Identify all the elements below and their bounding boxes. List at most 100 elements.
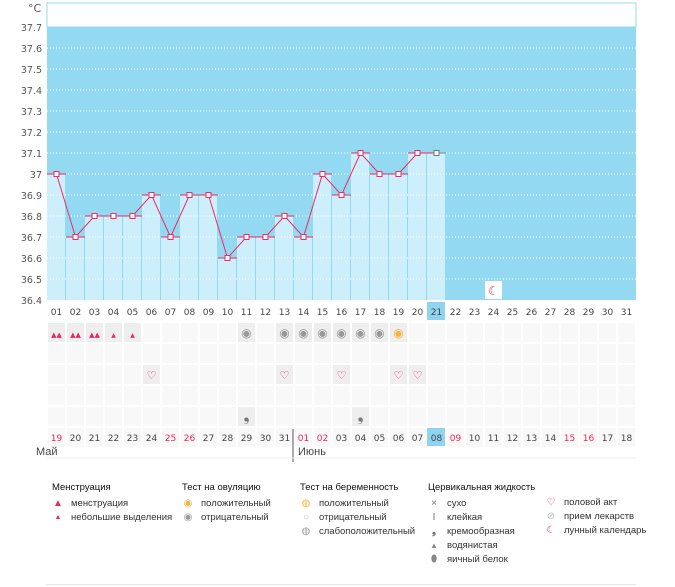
- grid-cell: [409, 407, 426, 426]
- grid-cell: [200, 344, 217, 363]
- date-label: 12: [507, 434, 518, 444]
- temperature-bar: [199, 195, 217, 300]
- grid-cell: [409, 344, 426, 363]
- grid-cell: [257, 407, 274, 426]
- marked-cell: [390, 365, 407, 384]
- grid-cell: [580, 386, 597, 405]
- date-label: 16: [583, 434, 595, 444]
- date-label: 23: [127, 434, 138, 444]
- grid-cell: [618, 407, 635, 426]
- grid-cell: [219, 407, 236, 426]
- y-tick-label: 37.1: [21, 149, 42, 160]
- legend-label: сухо: [447, 498, 467, 509]
- grid-cell: [428, 344, 445, 363]
- grid-cell: [485, 323, 502, 342]
- cycle-day-label: 29: [583, 308, 595, 318]
- light-drop-icon: ▲: [54, 514, 62, 521]
- grid-cell: [428, 407, 445, 426]
- cycle-day-label: 09: [203, 308, 215, 318]
- marked-cell: [352, 407, 369, 426]
- temperature-bar: [66, 237, 84, 300]
- cycle-day-label: 17: [355, 308, 366, 318]
- grid-cell: [314, 428, 331, 447]
- temperature-point: [338, 192, 345, 198]
- date-label: 06: [393, 434, 405, 444]
- cycle-day-label: 19: [393, 308, 405, 318]
- grid-cell: [447, 365, 464, 384]
- temperature-point: [357, 150, 364, 156]
- grid-cell: [580, 407, 597, 426]
- grid-cell: [485, 428, 502, 447]
- cycle-day-label: 13: [279, 308, 290, 318]
- grid-cell: [67, 386, 84, 405]
- grid-cell: [48, 428, 65, 447]
- ovulation-test-icon: ◉: [298, 326, 308, 340]
- cycle-day-label: 28: [564, 308, 576, 318]
- grid-cell: [618, 344, 635, 363]
- date-label: 20: [70, 434, 82, 444]
- grid-cell: [561, 344, 578, 363]
- temperature-bar: [85, 216, 103, 300]
- date-label: 22: [108, 434, 119, 444]
- grid-cell: [447, 344, 464, 363]
- grid-cell: [599, 428, 616, 447]
- y-tick-label: 37: [30, 170, 42, 181]
- legend-label: положительный: [201, 498, 271, 509]
- grid-cell: [162, 365, 179, 384]
- grid-cell: [105, 407, 122, 426]
- date-label: 17: [602, 434, 613, 444]
- grid-cell: [295, 365, 312, 384]
- y-tick-label: 37.6: [21, 44, 42, 55]
- grid-cell: [409, 386, 426, 405]
- grid-cell: [390, 344, 407, 363]
- grid-cell: [86, 407, 103, 426]
- grid-cell: [580, 323, 597, 342]
- grid-cell: [618, 428, 635, 447]
- date-label: 14: [545, 434, 557, 444]
- cycle-day-label: 25: [507, 308, 518, 318]
- legend-label: половой акт: [564, 497, 618, 508]
- grid-cell: [371, 386, 388, 405]
- grid-cell: [466, 386, 483, 405]
- grid-cell: [466, 365, 483, 384]
- temperature-point: [395, 171, 402, 177]
- current-date-highlight: [427, 428, 445, 446]
- grid-cell: [504, 428, 521, 447]
- temperature-point: [414, 150, 421, 156]
- grid-cell: [162, 386, 179, 405]
- temperature-point: [300, 234, 307, 240]
- grid-cell: [200, 428, 217, 447]
- marked-cell: [67, 323, 84, 342]
- date-label: 26: [184, 434, 196, 444]
- grid-cell: [67, 407, 84, 426]
- heart-icon: ♡: [413, 369, 423, 382]
- grid-cell: [86, 344, 103, 363]
- grid-cell: [143, 323, 160, 342]
- temperature-point: [281, 213, 288, 219]
- grid-cell: [523, 323, 540, 342]
- grid-cell: [352, 428, 369, 447]
- cycle-day-label: 14: [298, 308, 310, 318]
- grid-cell: [333, 428, 350, 447]
- temperature-point: [72, 234, 79, 240]
- grid-cell: [257, 365, 274, 384]
- grid-cell: [561, 323, 578, 342]
- cycle-day-label: 05: [127, 308, 138, 318]
- temperature-point: [376, 171, 383, 177]
- temperature-bar: [408, 153, 426, 300]
- ovulation-test-icon: ◉: [279, 326, 289, 340]
- grid-cell: [542, 365, 559, 384]
- ovulation-test-icon: ◉: [393, 326, 403, 340]
- legend-label: клейкая: [447, 512, 483, 523]
- grid-cell: [390, 386, 407, 405]
- temperature-point: [243, 234, 250, 240]
- grid-cell: [105, 428, 122, 447]
- y-tick-label: 36.6: [21, 254, 42, 265]
- grid-cell: [428, 386, 445, 405]
- grid-cell: [428, 365, 445, 384]
- date-label: 11: [488, 434, 499, 444]
- temperature-bar: [237, 237, 255, 300]
- grid-cell: [390, 407, 407, 426]
- grid-cell: [352, 344, 369, 363]
- grid-cell: [219, 428, 236, 447]
